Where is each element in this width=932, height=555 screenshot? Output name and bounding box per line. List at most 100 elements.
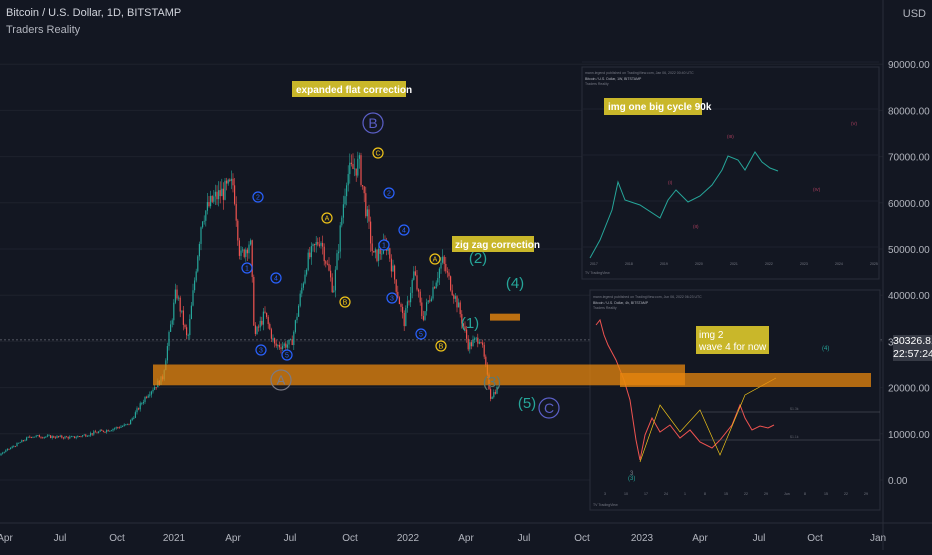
candle-body (251, 240, 253, 277)
candle-body (85, 434, 87, 437)
candle-body (22, 440, 24, 442)
wave-blue-label: 3 (259, 348, 263, 355)
candle-body (259, 320, 261, 328)
candle-body (333, 290, 335, 293)
candle-body (203, 220, 205, 222)
candle-body (470, 342, 472, 347)
candle-body (416, 275, 418, 290)
candle-body (466, 329, 468, 339)
inset-1-x-tick: 2019 (660, 262, 668, 266)
candle-body (262, 311, 264, 325)
candle-body (107, 430, 109, 432)
y-tick-label: 50000.00 (888, 245, 930, 256)
candle-body (264, 311, 266, 313)
wave-B-label: B (368, 115, 377, 131)
candle-body (290, 339, 292, 341)
inset-1-logo: TV TradingView (585, 271, 610, 275)
note-zigzag: zig zag correction (455, 240, 540, 251)
candle-body (229, 179, 231, 181)
candle-body (368, 209, 370, 222)
candle-body (258, 326, 260, 328)
candle-body (362, 185, 364, 187)
candle-body (78, 436, 80, 437)
candle-body (210, 195, 212, 207)
candle-body (96, 432, 98, 434)
x-tick-label: Jul (518, 533, 531, 544)
author-label: Traders Reality (6, 24, 81, 36)
candle-body (106, 430, 108, 433)
candle-body (149, 394, 151, 396)
candle-body (206, 202, 208, 211)
candle-body (355, 168, 357, 176)
candle-body (166, 346, 168, 361)
inset-2-wave-label: 3 (630, 471, 634, 477)
candle-body (126, 423, 128, 425)
candle-body (195, 271, 197, 281)
candle-body (314, 244, 316, 246)
candle-body (218, 190, 220, 200)
candle-body (109, 430, 111, 432)
candle-body (74, 436, 76, 438)
candle-body (35, 435, 37, 437)
candle-body (406, 301, 408, 309)
candle-body (478, 342, 480, 344)
candle-body (182, 310, 184, 325)
inset-2-logo: TV TradingView (593, 503, 618, 507)
candle-body (200, 227, 202, 244)
inset-1-wave-label: (II) (693, 224, 699, 229)
candle-body (88, 435, 90, 437)
candle-body (128, 423, 130, 425)
candle-body (235, 203, 237, 221)
inset-2-level-label: $1.3k (790, 407, 799, 411)
candle-body (426, 302, 428, 312)
inset-2-wave-path (639, 377, 777, 463)
candle-body (331, 277, 333, 293)
inset-1-x-tick: 2018 (625, 262, 633, 266)
candle-body (269, 324, 271, 330)
candle-body (62, 437, 64, 439)
candle-body (208, 202, 210, 207)
candle-body (405, 308, 407, 327)
inset-2-x-tick: 8 (804, 492, 806, 496)
candle-body (398, 297, 400, 305)
candle-body (250, 240, 252, 245)
candle-body (16, 443, 18, 447)
candle-body (496, 386, 498, 394)
x-tick-label: Apr (458, 533, 474, 544)
wave-blue-label-circle (383, 187, 395, 199)
candle-body (443, 256, 445, 264)
x-tick-label: Jul (284, 533, 297, 544)
candle-body (277, 344, 279, 346)
candle-body (413, 271, 415, 280)
candle-body (27, 436, 29, 438)
x-tick-label: Oct (342, 533, 358, 544)
candle-body (173, 302, 175, 321)
candle-body (37, 435, 39, 436)
wave-teal-label: (3) (483, 374, 501, 391)
candle-body (194, 280, 196, 291)
candle-body (469, 342, 471, 350)
x-tick-label: 2023 (631, 533, 654, 544)
candle-body (310, 246, 312, 258)
candle-body (325, 261, 327, 264)
candle-body (346, 185, 348, 197)
wave-teal-label: (1) (461, 315, 479, 332)
wave-blue-label: 4 (274, 276, 278, 283)
candle-body (19, 442, 21, 444)
candle-body (318, 244, 320, 246)
candle-body (214, 191, 216, 197)
candle-body (389, 248, 391, 259)
candle-body (491, 397, 493, 399)
candle-body (43, 437, 45, 438)
candle-body (435, 282, 437, 289)
candle-body (336, 253, 338, 270)
candle-body (125, 424, 127, 426)
candle-body (421, 302, 423, 317)
inset-2-wave-label: (4) (822, 346, 829, 352)
symbol-title: Bitcoin / U.S. Dollar, 1D, BITSTAMP (6, 7, 182, 19)
wave-blue-label-circle (252, 191, 264, 203)
candle-body (186, 327, 188, 336)
wave-c-minor: C (375, 151, 380, 158)
